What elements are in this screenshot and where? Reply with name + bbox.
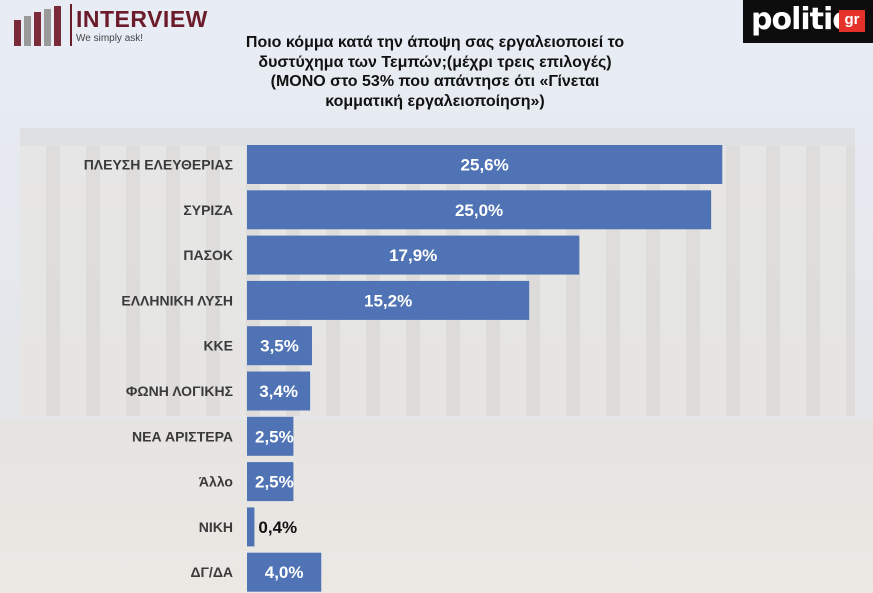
category-label: ΔΓ/ΔΑ [190,564,233,580]
logo-separator [70,4,72,46]
background-roof [20,128,855,146]
value-label: 15,2% [364,291,412,310]
value-label: 25,6% [461,156,509,175]
background-ground [0,420,873,593]
bar-5 [247,371,311,411]
value-label: 2,5% [255,427,294,446]
chart-title: Ποιο κόμμα κατά την άποψη σας εργαλειοπο… [200,33,670,111]
bar-9 [247,552,322,592]
chart-title-line: (ΜΟΝΟ στο 53% που απάντησε ότι «Γίνεται [270,73,600,90]
value-label: 25,0% [455,201,503,220]
interview-tagline: We simply ask! [76,33,144,44]
value-label: 4,0% [265,563,304,582]
category-label: Άλλο [199,474,233,490]
chart-title-line: Ποιο κόμμα κατά την άποψη σας εργαλειοπο… [245,34,625,51]
value-label: 0,4% [258,518,297,537]
value-label: 3,4% [259,382,298,401]
interview-logo: INTERVIEW We simply ask! [12,4,212,48]
category-label: ΦΩΝΗ ΛΟΓΙΚΗΣ [126,383,233,399]
bar-4 [247,326,312,366]
bar-1 [247,190,712,230]
bar-0 [247,145,723,184]
politic-logo: politic gr [743,0,873,43]
category-label: ΣΥΡΙΖΑ [183,202,233,218]
category-label: ΕΛΛΗΝΙΚΗ ΛΥΣΗ [121,292,233,308]
bars-logo-icon [14,6,61,46]
chart-title-line: δυστύχημα των Τεμπών;(μέχρι τρεις επιλογ… [258,53,612,71]
politic-gr-badge: gr [839,10,865,32]
chart-title-line: κομματική εργαλειοποίηση») [325,92,545,110]
category-label: ΝΙΚΗ [199,519,233,535]
bar-2 [247,235,580,275]
bar-6 [247,416,294,456]
politic-wordmark: politic [751,2,850,37]
value-label: 17,9% [389,246,437,265]
category-label: ΝΕΑ ΑΡΙΣΤΕΡΑ [132,428,233,444]
bar-8 [247,507,255,547]
value-label: 2,5% [255,473,294,492]
category-label: ΚΚΕ [203,338,233,354]
value-label: 3,5% [260,337,299,356]
bar-7 [247,462,294,502]
interview-brand: INTERVIEW [76,6,208,32]
bar-3 [247,280,530,320]
category-label: ΠΛΕΥΣΗ ΕΛΕΥΘΕΡΙΑΣ [84,157,233,173]
category-label: ΠΑΣΟΚ [183,247,233,263]
